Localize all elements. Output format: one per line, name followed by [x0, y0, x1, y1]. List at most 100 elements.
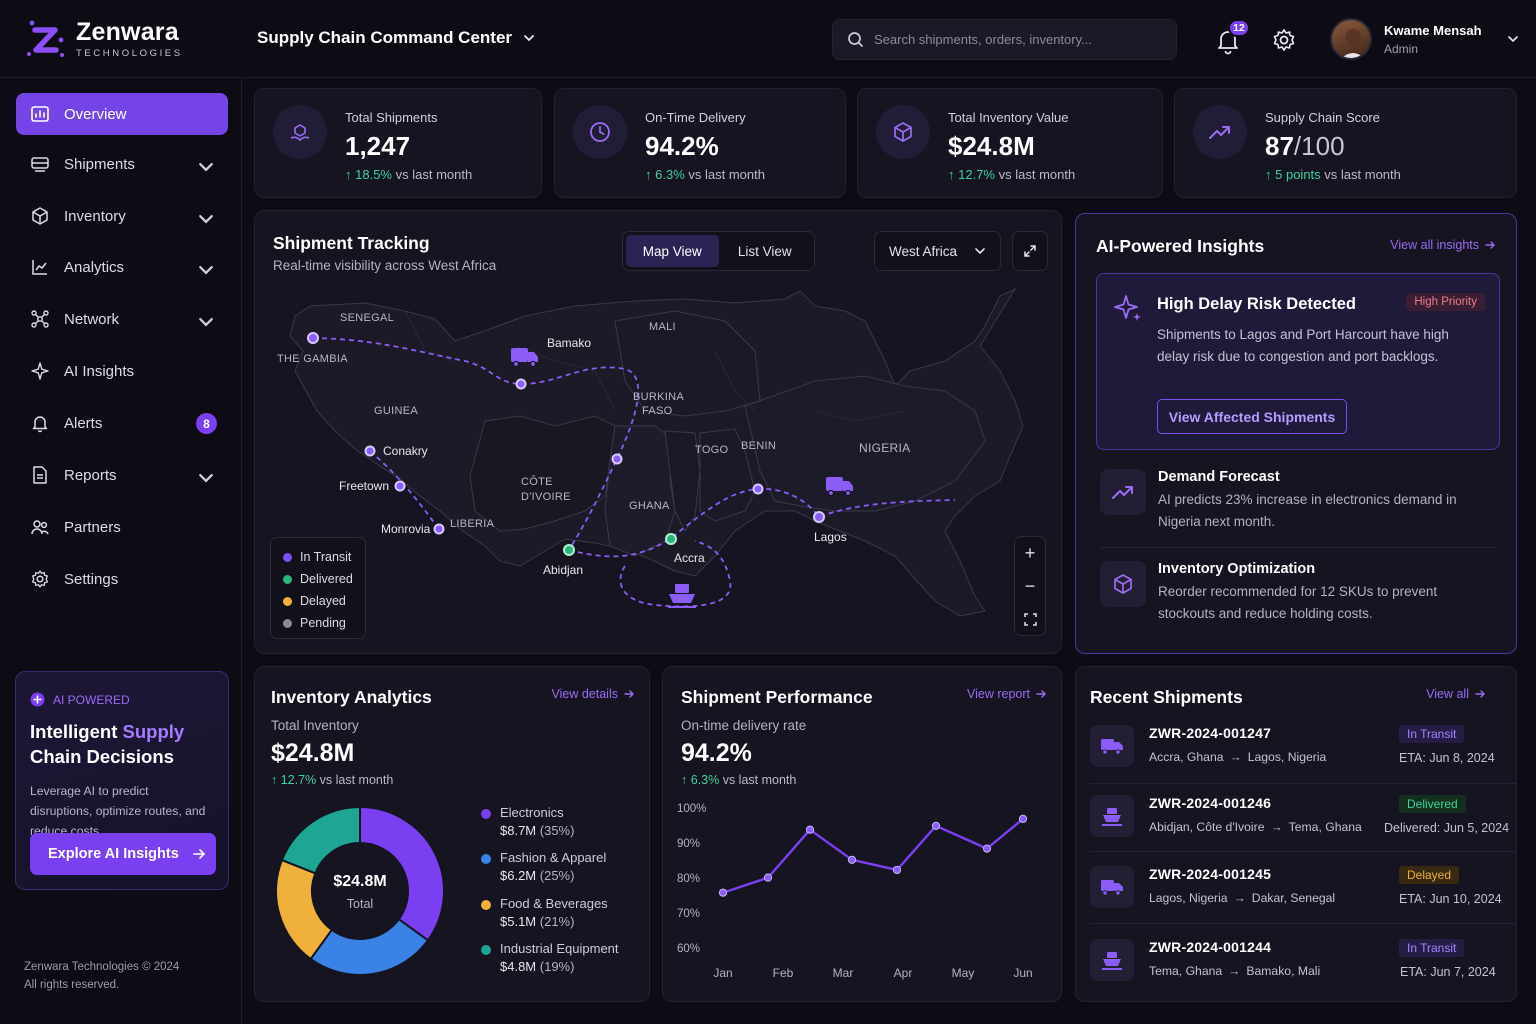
zoom-in-button[interactable]: +	[1024, 543, 1036, 563]
table-row[interactable]: ZWR-2024-001246 Abidjan, Côte d'Ivoire → T…	[1090, 787, 1516, 849]
sidebar-item-alerts[interactable]: Alerts 8	[16, 402, 228, 444]
sidebar-item-shipments[interactable]: Shipments	[16, 143, 228, 185]
list-view-tab[interactable]: List View	[737, 243, 792, 259]
segment-pct: (21%)	[539, 914, 575, 929]
inventory-donut-chart[interactable]	[275, 806, 445, 976]
table-row[interactable]: ZWR-2024-001247 Accra, Ghana → Lagos, Nige…	[1090, 717, 1516, 779]
sidebar-item-label: Inventory	[64, 207, 126, 225]
data-point[interactable]	[763, 873, 773, 882]
sidebar-item-label: Overview	[64, 105, 127, 123]
arrow-right-icon	[192, 849, 205, 859]
sidebar-item-overview[interactable]: Overview	[16, 93, 228, 135]
sidebar-item-reports[interactable]: Reports	[16, 454, 228, 496]
sidebar-item-settings[interactable]: Settings	[16, 558, 228, 600]
kpi-card-on-time-delivery[interactable]: On-Time Delivery 94.2% ↑ 6.3% vs last mo…	[554, 88, 846, 198]
ship-icon[interactable]	[668, 584, 696, 608]
chevron-down-icon	[524, 35, 534, 42]
x-tick-label: Jun	[1013, 966, 1032, 980]
rights-text: All rights reserved.	[24, 979, 120, 991]
search-input[interactable]	[874, 32, 1164, 47]
card-title: Inventory Analytics	[271, 687, 432, 707]
fullscreen-button[interactable]	[1012, 231, 1048, 271]
user-menu[interactable]: Kwame Mensah Admin	[1330, 18, 1520, 60]
fit-bounds-button[interactable]	[1015, 603, 1045, 636]
kpi-card-supply-chain-score[interactable]: Supply Chain Score 87/100 ↑ 5 points vs …	[1174, 88, 1517, 198]
icon-wrap	[1100, 561, 1146, 607]
segment-value: $8.7M	[500, 823, 537, 838]
table-row[interactable]: ZWR-2024-001245 Lagos, Nigeria → Dakar, Se…	[1090, 858, 1516, 920]
sparkle-icon	[31, 362, 49, 380]
segment-pct: (35%)	[539, 823, 575, 838]
donut-center-label: Total	[346, 897, 374, 911]
view-affected-shipments-button[interactable]: View Affected Shipments	[1157, 399, 1347, 434]
segment-value: $5.1M	[500, 914, 537, 929]
kpi-card-inventory-value[interactable]: Total Inventory Value $24.8M ↑ 12.7% vs …	[857, 88, 1163, 198]
donut-slice-electronics[interactable]	[359, 806, 445, 942]
segment-pct: (25%)	[539, 868, 575, 883]
data-point[interactable]	[1018, 814, 1028, 823]
country-label: TOGO	[695, 444, 729, 456]
shipment-id: ZWR-2024-001246	[1149, 795, 1272, 811]
sidebar-item-network[interactable]: Network	[16, 298, 228, 340]
view-all-shipments-link[interactable]: View all	[1426, 687, 1486, 701]
workspace-selector[interactable]: Supply Chain Command Center	[257, 28, 536, 48]
route-origin: Lagos, Nigeria	[1149, 891, 1228, 905]
kpi-card-total-shipments[interactable]: Total Shipments 1,247 ↑ 18.5% vs last mo…	[254, 88, 542, 198]
country-label: LIBERIA	[450, 518, 495, 530]
insight-title: Inventory Optimization	[1158, 561, 1316, 577]
promo-title-highlight: Supply	[122, 721, 185, 742]
zoom-out-button[interactable]: −	[1024, 576, 1036, 596]
card-title: Recent Shipments	[1090, 687, 1243, 707]
sidebar-item-analytics[interactable]: Analytics	[16, 246, 228, 288]
insight-demand-forecast[interactable]: Demand Forecast AI predicts 23% increase…	[1100, 469, 1498, 539]
city-label: Freetown	[339, 479, 389, 493]
arrow-right-icon	[1485, 241, 1495, 249]
kpi-icon-wrap	[876, 105, 930, 159]
west-africa-map[interactable]: SENEGAL THE GAMBIA MALI GUINEA BURKINA F…	[255, 211, 1062, 654]
divider	[1100, 547, 1496, 548]
data-point[interactable]	[805, 825, 815, 834]
map-markers	[307, 332, 825, 556]
card-subtitle: Real-time visibility across West Africa	[273, 258, 497, 273]
settings-gear-icon[interactable]	[1271, 27, 1297, 53]
view-report-link[interactable]: View report	[967, 687, 1047, 701]
data-point[interactable]	[847, 855, 857, 864]
view-details-link[interactable]: View details	[552, 687, 635, 701]
view-all-insights-link[interactable]: View all insights	[1390, 238, 1496, 252]
x-tick-label: Mar	[833, 966, 854, 980]
city-label: Lagos	[814, 530, 847, 544]
kpi-icon-wrap	[573, 105, 627, 159]
on-time-delivery-line-chart[interactable]: 100% 90% 80% 70% 60% Jan Feb Mar Apr May Jun	[663, 795, 1063, 995]
data-point[interactable]	[931, 821, 941, 830]
data-point[interactable]	[892, 865, 902, 875]
kpi-label: Total Inventory Value	[948, 110, 1069, 125]
divider	[1090, 783, 1516, 784]
country-label: BURKINA	[633, 391, 684, 403]
search-bar[interactable]	[832, 19, 1177, 60]
donut-slice-industrial-equipment[interactable]	[280, 806, 361, 875]
sidebar-item-label: Partners	[64, 518, 121, 536]
truck-icon[interactable]	[511, 348, 538, 368]
sidebar-item-partners[interactable]: Partners	[16, 506, 228, 548]
data-point[interactable]	[718, 888, 728, 897]
legend-item: In Transit	[283, 546, 353, 568]
region-select-value: West Africa	[889, 243, 958, 259]
table-row[interactable]: ZWR-2024-001244 Tema, Ghana → Bamako, Mali…	[1090, 931, 1516, 993]
metric-change-suffix: vs last month	[316, 773, 394, 787]
explore-ai-insights-button[interactable]: Explore AI Insights	[30, 833, 216, 875]
sidebar-item-ai-insights[interactable]: AI Insights	[16, 350, 228, 392]
y-tick-label: 80%	[677, 873, 700, 885]
data-point[interactable]	[982, 844, 992, 853]
metric-change-value: 12.7%	[280, 773, 317, 787]
icon-wrap	[1090, 866, 1134, 908]
truck-icon[interactable]	[826, 477, 853, 497]
chevron-down-icon	[199, 163, 213, 172]
region-select[interactable]: West Africa	[874, 231, 1001, 271]
insight-inventory-optimization[interactable]: Inventory Optimization Reorder recommend…	[1100, 561, 1498, 631]
country-label: FASO	[642, 405, 673, 417]
brand-logo[interactable]: Zenwara TECHNOLOGIES	[26, 18, 183, 60]
map-legend: In Transit Delivered Delayed Pending	[270, 537, 366, 639]
y-tick-label: 70%	[677, 908, 700, 920]
map-view-tab[interactable]: Map View	[626, 235, 719, 267]
sidebar-item-inventory[interactable]: Inventory	[16, 195, 228, 237]
